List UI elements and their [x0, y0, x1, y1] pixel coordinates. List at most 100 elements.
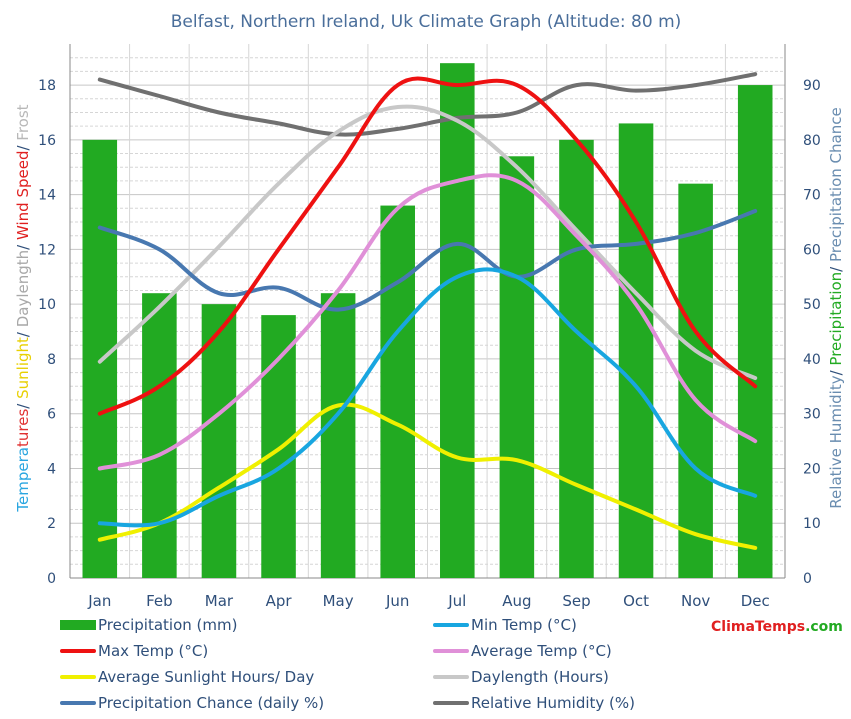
right-axis-ticks: 0 10 20 30 40 50 60 70 80 90	[803, 78, 821, 587]
chart-title: Belfast, Northern Ireland, Uk Climate Gr…	[171, 12, 682, 32]
legend-item-average-temp: Average Temp (°C)	[433, 638, 612, 664]
chart-legend: Precipitation (mm) Min Temp (°C) Max Tem…	[0, 610, 851, 719]
legend-swatch	[433, 649, 469, 653]
precipitation-bar-oct	[618, 123, 654, 579]
axis-label-part: /	[14, 240, 32, 250]
legend-label: Average Temp (°C)	[471, 642, 612, 660]
axis-label-part: /	[14, 399, 32, 409]
precipitation-bar-apr	[261, 315, 296, 578]
series-line-average-sunlight-hours-day	[97, 402, 758, 550]
precipitation-bars	[82, 63, 773, 579]
left-axis-label: Temperatures/ Sunlight/ Daylength/ Wind …	[14, 104, 32, 512]
month-label: Mar	[205, 592, 234, 610]
month-label: Apr	[266, 592, 293, 610]
legend-item-sunlight: Average Sunlight Hours/ Day	[60, 664, 314, 690]
left-tick-label: 10	[38, 297, 56, 313]
axis-label-part: tures	[14, 409, 32, 447]
legend-label: Precipitation Chance (daily %)	[98, 694, 325, 712]
month-label: Sep	[562, 592, 590, 610]
precipitation-bar-dec	[737, 85, 773, 579]
legend-swatch	[433, 675, 469, 679]
legend-item-precipitation: Precipitation (mm)	[60, 612, 237, 638]
series-line-precipitation-chance-daily	[97, 209, 758, 312]
legend-item-precipitation-chance: Precipitation Chance (daily %)	[60, 690, 324, 716]
right-tick-label: 10	[803, 516, 821, 532]
brand-part-1: Clima	[711, 619, 755, 635]
left-tick-label: 8	[47, 352, 56, 368]
brand-part-3: .com	[805, 619, 843, 635]
left-tick-label: 4	[47, 461, 56, 477]
precipitation-bar-sep	[559, 139, 594, 578]
right-tick-label: 60	[803, 242, 821, 258]
legend-item-daylength: Daylength (Hours)	[433, 664, 609, 690]
legend-label: Precipitation (mm)	[98, 616, 238, 634]
precipitation-bar-jul	[440, 63, 475, 578]
left-axis-ticks: 0 2 4 6 8 10 12 14 16 18	[38, 78, 56, 587]
right-axis-label: Relative Humidity/ Precipitation/ Precip…	[827, 107, 845, 508]
precipitation-bar-feb	[142, 293, 177, 578]
left-tick-label: 14	[38, 188, 56, 204]
left-tick-label: 12	[38, 242, 56, 258]
brand-watermark: ClimaTemps.com	[711, 619, 843, 635]
axis-label-part: Tempera	[14, 447, 32, 513]
legend-item-min-temp: Min Temp (°C)	[433, 612, 577, 638]
legend-swatch	[433, 623, 469, 627]
legend-item-max-temp: Max Temp (°C)	[60, 638, 208, 664]
series-line-daylength-hours	[97, 104, 758, 381]
right-tick-label: 50	[803, 297, 821, 313]
axis-label-part: Sunlight	[14, 337, 32, 399]
legend-label: Min Temp (°C)	[471, 616, 577, 634]
month-label: Jan	[87, 592, 111, 610]
month-label: Jul	[447, 592, 466, 610]
legend-swatch	[433, 701, 469, 705]
axis-label-part: Relative Humidity	[827, 375, 845, 508]
climate-chart: Belfast, Northern Ireland, Uk Climate Gr…	[14, 12, 845, 610]
right-tick-label: 90	[803, 78, 821, 94]
series-lines	[97, 72, 758, 550]
axis-label-part: /	[827, 262, 845, 272]
axis-label-part: /	[14, 141, 32, 151]
month-label: Oct	[623, 592, 649, 610]
right-tick-label: 40	[803, 352, 821, 368]
right-tick-label: 20	[803, 461, 821, 477]
series-line-max-temp-c	[97, 76, 758, 416]
brand-part-2: Temps	[754, 619, 806, 635]
chart-grid	[69, 44, 786, 579]
right-tick-label: 30	[803, 407, 821, 423]
precipitation-bar-may	[320, 293, 356, 578]
left-tick-label: 0	[47, 571, 56, 587]
axis-label-part: Frost	[14, 104, 32, 140]
axis-label-part: Wind Speed	[14, 151, 32, 241]
precipitation-bar-jan	[82, 139, 118, 578]
precipitation-bar-jun	[380, 205, 415, 579]
right-tick-label: 70	[803, 188, 821, 204]
legend-swatch	[60, 620, 96, 630]
precipitation-bar-mar	[201, 304, 237, 578]
month-label: Nov	[681, 592, 710, 610]
legend-label: Daylength (Hours)	[471, 668, 609, 686]
month-label: Jun	[385, 592, 409, 610]
month-label: Dec	[741, 592, 770, 610]
legend-item-relative-humidity: Relative Humidity (%)	[433, 690, 635, 716]
legend-swatch	[60, 701, 96, 705]
precipitation-bar-aug	[499, 156, 535, 578]
legend-swatch	[60, 649, 96, 653]
axis-label-part: /	[827, 366, 845, 376]
left-tick-label: 16	[38, 133, 56, 149]
x-axis-month-labels: Jan Feb Mar Apr May Jun Jul Aug Sep Oct Nov Dec	[87, 592, 769, 610]
right-tick-label: 80	[803, 133, 821, 149]
left-tick-label: 6	[47, 407, 56, 423]
left-tick-label: 2	[47, 516, 56, 532]
legend-label: Max Temp (°C)	[98, 642, 209, 660]
legend-label: Relative Humidity (%)	[471, 694, 635, 712]
month-label: Feb	[146, 592, 173, 610]
axis-label-part: Precipitation	[827, 272, 845, 366]
series-line-min-temp-c	[97, 267, 758, 528]
legend-swatch	[60, 675, 96, 679]
month-label: Aug	[502, 592, 531, 610]
axis-label-part: Precipitation Chance	[827, 107, 845, 262]
series-line-average-temp-c	[97, 173, 758, 471]
left-tick-label: 18	[38, 78, 56, 94]
axis-label-part: /	[14, 327, 32, 337]
series-line-relative-humidity	[97, 72, 758, 137]
